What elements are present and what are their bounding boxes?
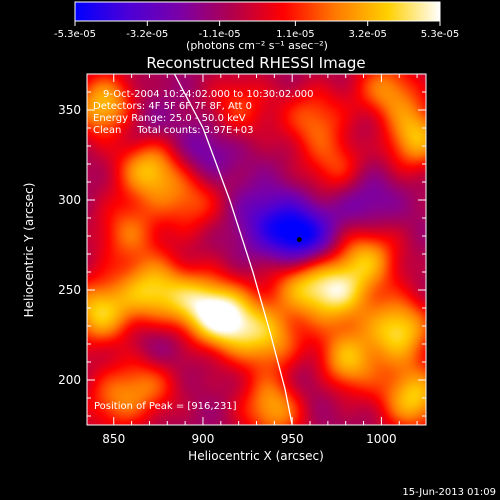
peak-marker	[296, 237, 302, 243]
colorbar-tick-label: -3.2e-05	[126, 29, 168, 40]
plot-area: 850 900 950 1000 200 250 300 350	[58, 73, 427, 446]
axis-ticks: 850 900 950 1000 200 250 300 350	[58, 73, 426, 446]
info-detectors: Detectors: 4F 5F 6F 7F 8F, Att 0	[93, 101, 252, 112]
colorbar-tick-label: 3.2e-05	[348, 29, 386, 40]
y-axis-label: Heliocentric Y (arcsec)	[22, 183, 36, 318]
colorbar: -5.3e-05 -3.2e-05 -1.1e-05 1.1e-05 3.2e-05 5.…	[54, 1, 459, 52]
footer-date: 15-Jun-2013 01:09	[402, 487, 496, 498]
info-total-counts: Clean Total counts: 3.97E+03	[93, 125, 253, 136]
colorbar-tick-label: -5.3e-05	[54, 29, 96, 40]
colorbar-unit-label: (photons cm⁻² s⁻¹ asec⁻²)	[186, 39, 328, 52]
colorbar-ticks: -5.3e-05 -3.2e-05 -1.1e-05 1.1e-05 3.2e-05 5.…	[54, 21, 459, 40]
x-tick-label: 1000	[366, 432, 397, 446]
colorbar-tick-label: 1.1e-05	[276, 29, 314, 40]
y-tick-label: 350	[58, 103, 81, 117]
x-tick-label: 950	[281, 432, 304, 446]
x-tick-label: 900	[192, 432, 215, 446]
colorbar-strip	[74, 1, 441, 22]
y-tick-label: 300	[58, 193, 81, 207]
colorbar-tick-label: -1.1e-05	[199, 29, 241, 40]
heatmap-image	[87, 74, 426, 425]
y-tick-label: 200	[58, 373, 81, 387]
y-tick-label: 250	[58, 283, 81, 297]
colorbar-tick-label: 5.3e-05	[421, 29, 459, 40]
chart-title: Reconstructed RHESSI Image	[146, 54, 365, 72]
peak-position-label: Position of Peak = [916,231]	[94, 401, 237, 412]
info-time-range: 9-Oct-2004 10:24:02.000 to 10:30:02.000	[103, 89, 314, 100]
solar-limb-line	[173, 74, 293, 425]
x-tick-label: 850	[102, 432, 125, 446]
observation-info: 9-Oct-2004 10:24:02.000 to 10:30:02.000 …	[93, 89, 314, 412]
x-axis-label: Heliocentric X (arcsec)	[188, 449, 324, 463]
info-energy-range: Energy Range: 25.0 - 50.0 keV	[93, 113, 246, 124]
